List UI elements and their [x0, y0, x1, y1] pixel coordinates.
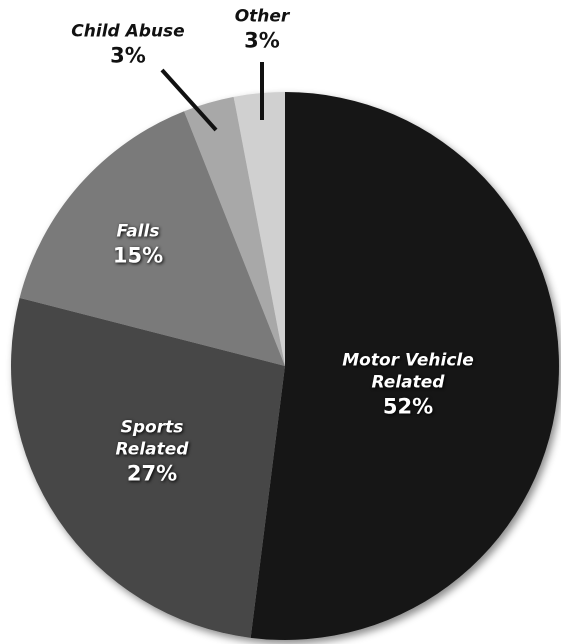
pie-slice: [233, 92, 285, 366]
slice-label: Child Abuse 3%: [58, 20, 198, 69]
pie-slice: [184, 96, 285, 366]
pie-slice: [250, 92, 559, 640]
pie-slice: [10, 297, 286, 638]
slice-label: Other 3%: [222, 5, 302, 54]
value-label: 15%: [112, 243, 164, 268]
category-label: Sports Related: [115, 417, 189, 460]
category-label: Child Abuse: [71, 21, 185, 42]
value-label: 52%: [382, 394, 434, 419]
leader-line: [160, 68, 218, 132]
value-label: 3%: [244, 28, 280, 53]
slice-label: Motor Vehicle Related 52%: [333, 349, 483, 420]
slice-label: Falls 15%: [93, 220, 183, 269]
slice-label: Sports Related 27%: [107, 416, 197, 487]
category-label: Falls: [116, 221, 160, 242]
pie-slice: [19, 111, 285, 366]
category-label: Motor Vehicle Related: [342, 350, 474, 393]
category-label: Other: [234, 6, 290, 27]
value-label: 27%: [126, 461, 178, 486]
value-label: 3%: [110, 43, 146, 68]
pie: [10, 92, 559, 640]
